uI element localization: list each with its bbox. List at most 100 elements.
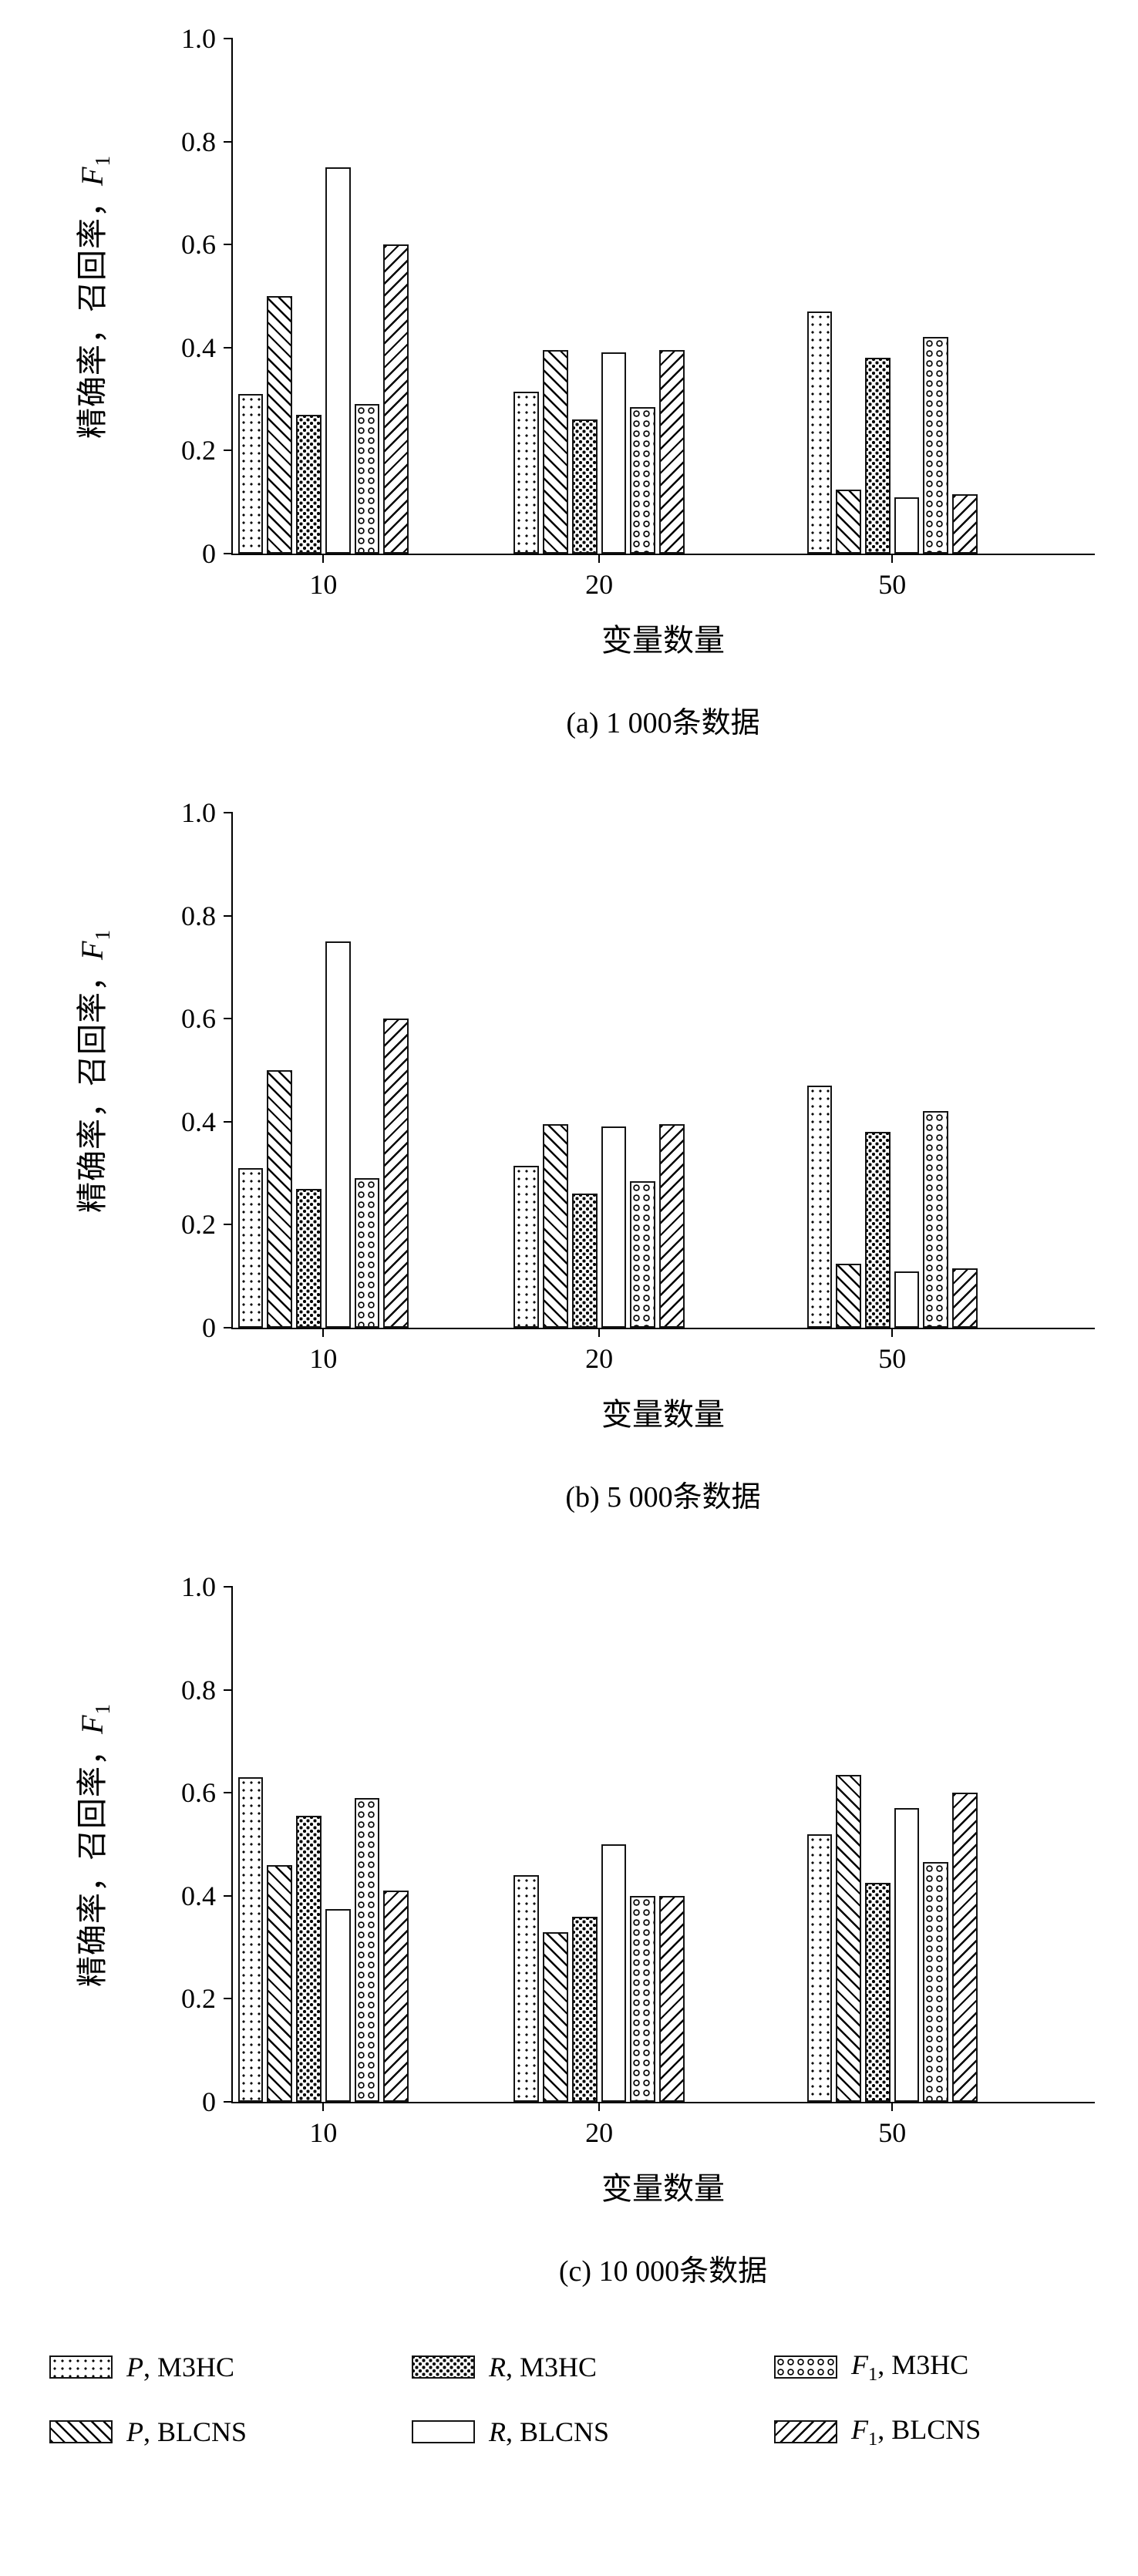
y-axis-label-text: 精确率，召回率， [75,960,109,1214]
bar-group [806,813,978,1328]
bar-hatch-fwd [952,1793,978,2102]
y-axis-label-var: F [75,1714,109,1735]
plot-area: 0 0.2 0.4 0.6 0.8 1.0 10 20 50 [181,799,1095,1372]
y-tick-label: 0.8 [181,126,216,157]
y-tick-mark [224,812,233,813]
chart-panel-c: 精确率，召回率，F1 0 0.2 0.4 0.6 0.8 1.0 10 20 50 变量数量 (… [0,1548,1138,2322]
legend-item: P, M3HC [49,2351,412,2383]
y-tick-mark [224,38,233,39]
bar-plain [601,1126,627,1328]
plot-area: 0 0.2 0.4 0.6 0.8 1.0 10 20 50 [181,25,1095,598]
bar-circles [354,1797,380,2102]
x-tick-mark [322,554,325,563]
y-tick-mark [224,914,233,917]
bar-stars [571,1194,598,1328]
bar-stars [571,1916,598,2102]
bar-group [237,39,409,554]
bar-plain [601,1844,627,2102]
bar-dots [237,1167,264,1328]
bar-hatch-fwd [383,244,409,554]
x-tick-mark [598,1328,601,1337]
bar-hatch-back [836,1774,862,2102]
bar-hatch-fwd [659,1895,685,2102]
y-tick-mark [224,1894,233,1897]
y-tick-mark [224,1689,233,1691]
y-tick-label: 1.0 [181,1571,216,1602]
x-tick-label: 10 [309,2117,338,2148]
y-axis-label-text: 精确率，召回率， [75,1734,109,1988]
legend-item: F1, BLCNS [774,2413,1106,2450]
y-tick-label: 0.2 [181,1983,216,2015]
y-tick-mark [224,1018,233,1020]
bar-dots [806,1086,833,1328]
bar-group [513,39,685,554]
bar-dots [513,391,540,554]
bar-stars [296,1188,322,1328]
legend-swatch [49,2355,113,2379]
y-tick-label: 0.6 [181,229,216,261]
legend-label: R, M3HC [489,2352,598,2382]
x-tick-label: 50 [878,2117,907,2148]
bar-hatch-fwd [383,1891,409,2102]
bar-hatch-back [267,1070,293,1328]
bar-hatch-fwd [383,1019,409,1328]
bar-stars [865,358,891,554]
y-tick-label: 1.0 [181,797,216,828]
x-tick-label: 50 [878,1343,907,1374]
bar-circles [630,1895,656,2102]
bar-circles [354,1178,380,1328]
y-tick-label: 0 [202,2086,216,2117]
bar-stars [865,1883,891,2102]
legend-swatch [412,2355,475,2379]
y-axis-label-sub: 1 [91,154,114,167]
y-tick-mark [224,1224,233,1226]
x-axis-title: 变量数量 [601,623,725,658]
x-tick-label: 10 [309,569,338,600]
x-tick-label: 20 [585,569,614,600]
y-tick-label: 1.0 [181,23,216,54]
y-tick-label: 0.6 [181,1777,216,1809]
bar-dots [237,393,264,554]
x-tick-mark [322,2102,325,2111]
x-tick-mark [598,554,601,563]
y-tick-label: 0 [202,1312,216,1343]
bar-group [806,39,978,554]
bar-hatch-back [267,1864,293,2102]
y-tick-mark [224,553,233,554]
bar-hatch-back [543,350,568,554]
bar-hatch-back [543,1124,568,1328]
legend-swatch [412,2420,475,2443]
bar-plain [325,167,351,554]
y-tick-label: 0 [202,538,216,569]
bar-stars [296,1816,322,2102]
y-tick-mark [224,244,233,246]
bar-group [237,1587,409,2102]
bar-plain [325,941,351,1328]
bar-plain [894,1808,920,2102]
y-tick-label: 0.6 [181,1003,216,1035]
y-tick-mark [224,1792,233,1794]
panel-caption: (a) 1 000条数据 [566,707,760,739]
bar-hatch-fwd [659,1124,685,1328]
y-axis-label-sub: 1 [91,1702,114,1715]
y-tick-mark [224,1998,233,2000]
y-tick-mark [224,450,233,452]
bar-dots [806,1834,833,2102]
y-tick-label: 0.2 [181,435,216,466]
x-tick-label: 20 [585,2117,614,2148]
legend-label: P, BLCNS [126,2416,247,2447]
y-tick-mark [224,1120,233,1123]
y-tick-label: 0.4 [181,332,216,363]
bar-hatch-fwd [659,350,685,554]
legend-label: P, M3HC [126,2352,235,2382]
legend-swatch [774,2355,837,2379]
bar-circles [923,1862,949,2102]
x-tick-mark [891,1328,894,1337]
bar-stars [571,419,598,554]
bar-circles [354,404,380,554]
y-tick-label: 0.8 [181,900,216,931]
bar-group [806,1587,978,2102]
y-axis-label: 精确率，召回率，F1 [67,929,115,1213]
x-tick-label: 10 [309,1343,338,1374]
